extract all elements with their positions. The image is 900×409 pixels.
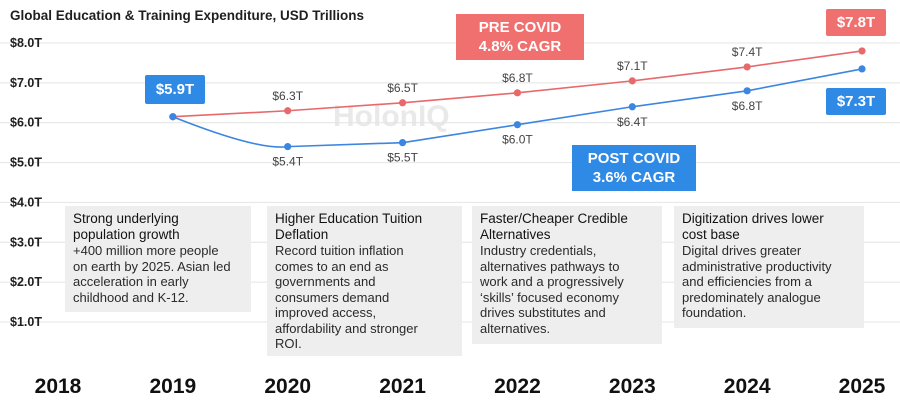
note-box-digitization: Digitization drives lower cost base Digi… bbox=[674, 206, 864, 328]
x-tick-label: 2025 bbox=[839, 375, 886, 398]
note-body-line: drives substitutes and bbox=[480, 305, 606, 320]
pre-covid-data-label: $6.3T bbox=[272, 89, 303, 103]
post-covid-data-label: $5.4T bbox=[272, 155, 303, 169]
note-body-line: work and a progressively bbox=[480, 274, 624, 289]
x-tick-label: 2022 bbox=[494, 375, 541, 398]
pre-covid-cagr-line-1: PRE COVID bbox=[478, 19, 562, 36]
pre-covid-cagr-callout: PRE COVID 4.8% CAGR bbox=[456, 14, 584, 60]
post-covid-data-point bbox=[284, 143, 292, 151]
note-box-tuition-deflation: Higher Education Tuition Deflation Recor… bbox=[267, 206, 462, 356]
note-body-line: administrative productivity bbox=[682, 258, 832, 274]
note-body-line: Digital drives greater bbox=[682, 243, 802, 258]
x-tick-label: 2023 bbox=[609, 375, 656, 398]
note-body-line: predominately analogue bbox=[682, 289, 821, 305]
pre-covid-data-point bbox=[513, 89, 522, 97]
note-title-line: Deflation bbox=[275, 227, 329, 242]
post-covid-data-label: $5.5T bbox=[387, 151, 418, 165]
note-body-line: comes to an end as bbox=[275, 258, 389, 274]
y-tick-label: $7.0T bbox=[10, 76, 42, 90]
post-covid-cagr-line-2: 3.6% CAGR bbox=[592, 169, 676, 186]
note-box-credible-alternatives: Faster/Cheaper Credible Alternatives Ind… bbox=[472, 206, 662, 344]
start-value-badge: $5.9T bbox=[145, 75, 205, 104]
chart-title: Global Education & Training Expenditure,… bbox=[10, 8, 365, 23]
pre-covid-data-point bbox=[628, 77, 636, 85]
post-covid-data-point bbox=[628, 103, 636, 111]
post-covid-cagr-callout: POST COVID 3.6% CAGR bbox=[572, 145, 696, 191]
note-body-line: Record tuition inflation bbox=[275, 243, 404, 258]
post-covid-cagr-line-1: POST COVID bbox=[587, 150, 681, 167]
y-tick-label: $1.0T bbox=[10, 315, 42, 329]
post-covid-data-label: $6.4T bbox=[617, 115, 648, 129]
post-covid-data-point bbox=[858, 65, 866, 73]
pre-covid-data-label: $7.1T bbox=[617, 59, 648, 73]
note-box-population-growth: Strong underlying population growth +400… bbox=[65, 206, 251, 312]
note-title-line: Higher Education Tuition bbox=[275, 211, 423, 226]
pre-covid-data-point bbox=[858, 47, 866, 55]
pre-covid-cagr-line-2: 4.8% CAGR bbox=[478, 38, 562, 55]
y-axis: $1.0T $2.0T $3.0T $4.0T $5.0T $6.0T $7.0T $8.0T bbox=[10, 36, 42, 329]
note-body-line: governments and bbox=[275, 274, 376, 289]
post-covid-data-point bbox=[398, 139, 407, 147]
note-body-line: childhood and K-12. bbox=[73, 289, 189, 305]
x-tick-label: 2018 bbox=[35, 375, 82, 398]
x-tick-label: 2021 bbox=[379, 375, 426, 398]
note-body-line: on earth by 2025. Asian led bbox=[73, 258, 231, 274]
y-tick-label: $8.0T bbox=[10, 36, 42, 50]
pre-covid-data-point bbox=[284, 107, 292, 115]
note-title-line: Faster/Cheaper Credible bbox=[480, 211, 628, 226]
y-tick-label: $4.0T bbox=[10, 195, 42, 209]
note-body-line: alternatives. bbox=[480, 320, 551, 336]
note-body-line: alternatives pathways to bbox=[480, 258, 620, 274]
note-title-line: cost base bbox=[682, 227, 740, 242]
note-body-line: affordability and stronger bbox=[275, 320, 418, 336]
note-title-line: Alternatives bbox=[480, 227, 551, 242]
pre-covid-data-point bbox=[743, 63, 751, 71]
y-tick-label: $3.0T bbox=[10, 235, 42, 249]
pre-covid-data-label: $6.8T bbox=[502, 71, 533, 85]
note-body-line: and efficiencies from a bbox=[682, 274, 812, 289]
end-pre-covid-badge: $7.8T bbox=[826, 9, 886, 36]
pre-covid-data-point bbox=[398, 99, 407, 107]
note-body-line: ROI. bbox=[275, 336, 302, 351]
y-tick-label: $6.0T bbox=[10, 116, 42, 130]
note-body-line: consumers demand bbox=[275, 289, 390, 305]
note-body-line: Industry credentials, bbox=[480, 243, 597, 258]
note-body-line: +400 million more people bbox=[73, 243, 219, 258]
end-post-covid-badge: $7.3T bbox=[826, 88, 886, 115]
note-body-line: foundation. bbox=[682, 305, 747, 320]
y-tick-label: $5.0T bbox=[10, 156, 42, 170]
note-body-line: acceleration in early bbox=[73, 274, 189, 289]
note-title-line: Strong underlying bbox=[73, 211, 179, 226]
post-covid-data-label: $6.8T bbox=[732, 99, 763, 113]
note-body-line: improved access, bbox=[275, 305, 377, 320]
pre-covid-data-label: $6.5T bbox=[387, 81, 418, 95]
x-axis: 2018 2019 2020 2021 2022 2023 2024 2025 bbox=[35, 375, 886, 398]
post-covid-data-label: $6.0T bbox=[502, 133, 533, 147]
note-title-line: population growth bbox=[73, 227, 180, 242]
x-tick-label: 2020 bbox=[264, 375, 311, 398]
post-covid-data-point bbox=[169, 113, 177, 121]
x-tick-label: 2019 bbox=[149, 375, 196, 398]
note-body-line: ‘skills’ focused economy bbox=[480, 289, 619, 305]
pre-covid-data-label: $7.4T bbox=[732, 45, 763, 59]
post-covid-data-point bbox=[743, 87, 751, 95]
post-covid-data-point bbox=[513, 121, 522, 129]
series-points bbox=[169, 47, 866, 151]
note-title-line: Digitization drives lower bbox=[682, 211, 824, 226]
y-tick-label: $2.0T bbox=[10, 275, 42, 289]
point-labels: $6.3T $6.5T $6.8T $7.1T $7.4T $5.4T $5.5T $6.0T… bbox=[272, 45, 763, 169]
x-tick-label: 2024 bbox=[724, 375, 771, 398]
